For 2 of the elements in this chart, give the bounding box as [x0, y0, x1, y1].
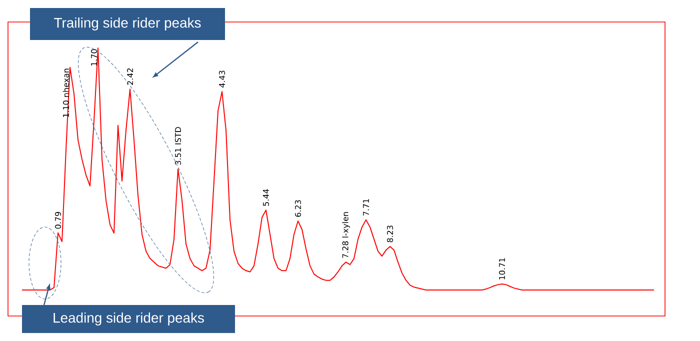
text: Trailing side rider peaks [54, 17, 201, 30]
text: Leading side rider peaks [54, 312, 204, 326]
